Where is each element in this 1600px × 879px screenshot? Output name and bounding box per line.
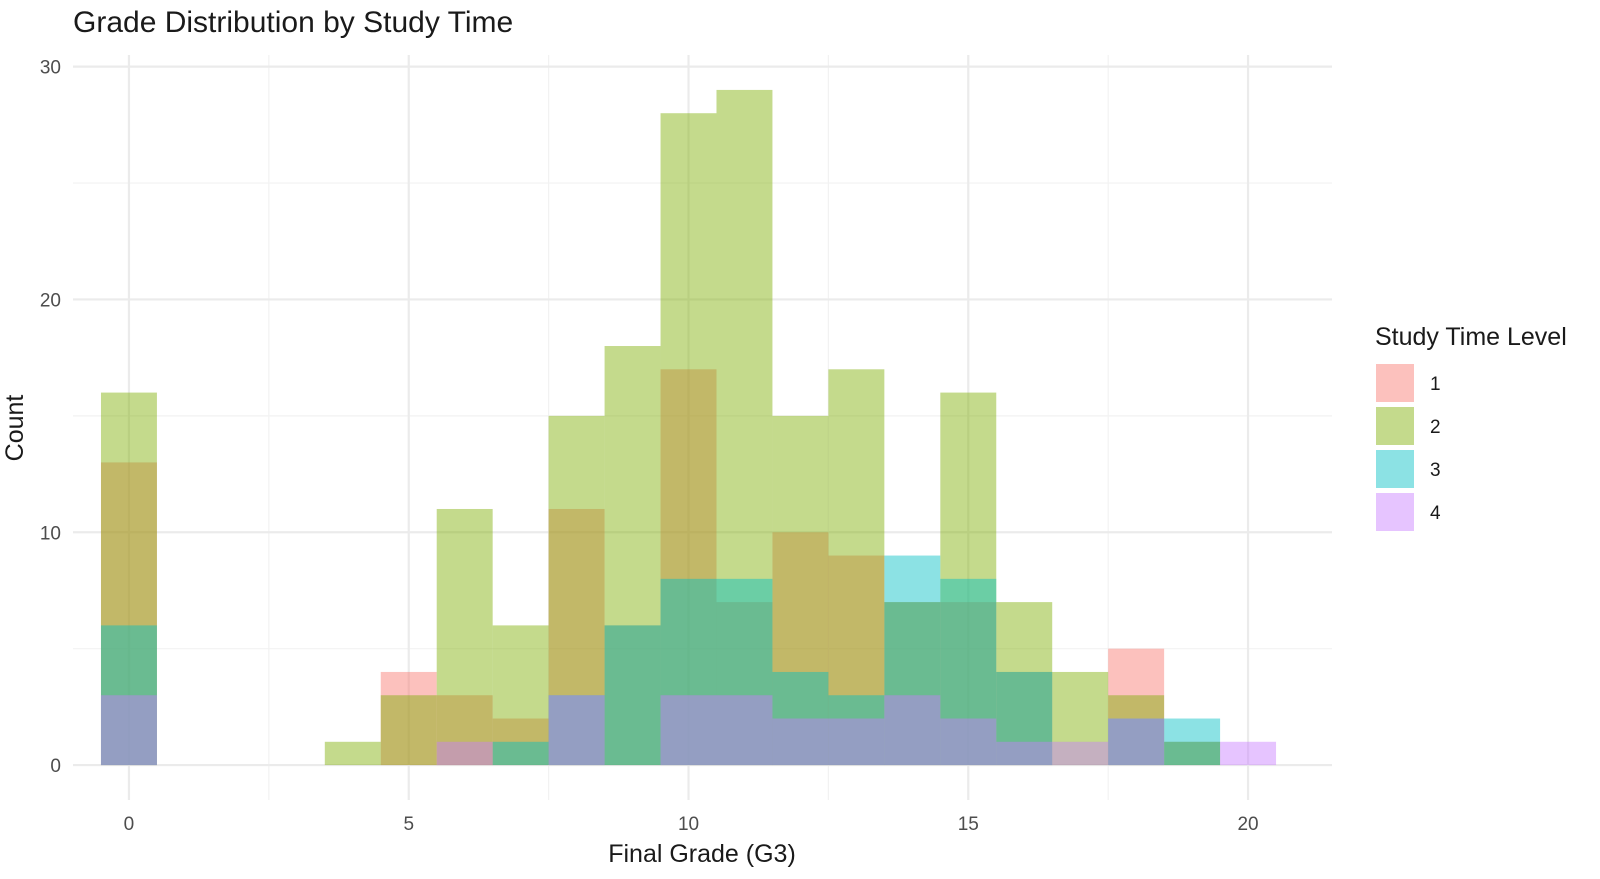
bar-series-3-bin-10 — [660, 578, 717, 766]
y-axis-ticks: 0 10 20 30 — [40, 58, 61, 777]
bar-series-1-bin-16 — [996, 671, 1053, 766]
legend-label: 2 — [1430, 417, 1441, 438]
bar-series-3-bin-19 — [1164, 718, 1221, 766]
x-tick-label: 20 — [1237, 814, 1258, 835]
bar-series-2-bin-10 — [660, 113, 717, 766]
legend-key-background — [1375, 449, 1415, 489]
y-tick-label: 10 — [40, 523, 61, 544]
bar-series-1-bin-10 — [660, 369, 717, 766]
bar-series-1-bin-19 — [1164, 741, 1221, 766]
bar-series-2-bin-5 — [380, 695, 437, 766]
legend-key-swatch — [1376, 364, 1414, 402]
bar-series-3-bin-9 — [604, 625, 661, 766]
bar-series-3-bin-13 — [828, 695, 885, 766]
x-axis-title: Final Grade (G3) — [608, 840, 796, 868]
bar-series-3-bin-0 — [100, 625, 157, 766]
bar-series-3-bin-14 — [884, 555, 941, 766]
legend-key-background — [1375, 363, 1415, 403]
grid — [73, 55, 1332, 800]
legend-key-background — [1375, 492, 1415, 532]
bar-series-1-bin-12 — [772, 532, 829, 766]
legend: Study Time Level 1 2 3 4 — [1375, 323, 1567, 532]
bar-series-1-bin-13 — [828, 555, 885, 766]
legend-key-swatch — [1376, 450, 1414, 488]
bar-series-1-bin-11 — [716, 602, 773, 766]
bar-series-4-bin-8 — [548, 695, 605, 766]
bar-series-4-bin-10 — [660, 695, 717, 766]
series-4 — [100, 695, 1277, 766]
histogram-bars — [100, 89, 1277, 766]
legend-item-3: 3 — [1375, 449, 1441, 489]
legend-label: 1 — [1430, 374, 1441, 395]
bar-series-2-bin-14 — [884, 602, 941, 766]
bar-series-1-bin-14 — [884, 602, 941, 766]
bar-series-2-bin-7 — [492, 625, 549, 766]
x-tick-label: 15 — [958, 814, 979, 835]
bar-series-4-bin-17 — [1052, 741, 1109, 766]
y-axis-title: Count — [1, 395, 29, 462]
bar-series-2-bin-4 — [324, 741, 381, 766]
bar-series-4-bin-11 — [716, 695, 773, 766]
bar-series-1-bin-9 — [604, 625, 661, 766]
legend-item-1: 1 — [1375, 363, 1441, 403]
bar-series-3-bin-16 — [996, 671, 1053, 766]
bar-series-2-bin-6 — [436, 508, 493, 766]
bar-series-1-bin-7 — [492, 718, 549, 766]
y-tick-label: 20 — [40, 290, 61, 311]
bar-series-2-bin-8 — [548, 415, 605, 766]
bar-series-4-bin-14 — [884, 695, 941, 766]
bar-series-2-bin-17 — [1052, 671, 1109, 766]
bar-series-1-bin-0 — [100, 462, 157, 766]
bar-series-2-bin-18 — [1108, 695, 1165, 766]
bar-series-4-bin-6 — [436, 741, 493, 766]
bar-series-2-bin-16 — [996, 602, 1053, 766]
bar-series-2-bin-19 — [1164, 741, 1221, 766]
x-axis-ticks: 0 5 10 15 20 — [124, 814, 1259, 835]
bar-series-2-bin-12 — [772, 415, 829, 766]
x-tick-label: 10 — [678, 814, 699, 835]
bar-series-1-bin-15 — [940, 602, 997, 766]
y-tick-label: 0 — [50, 756, 61, 777]
bar-series-4-bin-13 — [828, 718, 885, 766]
bar-series-2-bin-13 — [828, 369, 885, 766]
legend-item-4: 4 — [1375, 492, 1441, 532]
y-tick-label: 30 — [40, 58, 61, 79]
bar-series-4-bin-12 — [772, 718, 829, 766]
legend-key-swatch — [1376, 493, 1414, 531]
bar-series-4-bin-16 — [996, 741, 1053, 766]
bar-series-3-bin-18 — [1108, 718, 1165, 766]
bar-series-1-bin-18 — [1108, 648, 1165, 766]
bar-series-2-bin-11 — [716, 89, 773, 766]
series-1 — [100, 369, 1221, 766]
bar-series-2-bin-15 — [940, 392, 997, 766]
legend-key-swatch — [1376, 407, 1414, 445]
legend-label: 4 — [1430, 503, 1441, 524]
bar-series-1-bin-8 — [548, 508, 605, 766]
bar-series-3-bin-15 — [940, 578, 997, 766]
bar-series-3-bin-7 — [492, 741, 549, 766]
legend-key-background — [1375, 406, 1415, 446]
bar-series-1-bin-6 — [436, 695, 493, 766]
bar-series-4-bin-15 — [940, 718, 997, 766]
series-2 — [100, 89, 1221, 766]
series-3 — [100, 555, 1221, 766]
bar-series-2-bin-0 — [100, 392, 157, 766]
bar-series-3-bin-12 — [772, 671, 829, 766]
bar-series-4-bin-20 — [1220, 741, 1277, 766]
legend-item-2: 2 — [1375, 406, 1441, 446]
legend-title: Study Time Level — [1375, 323, 1567, 351]
x-tick-label: 0 — [124, 814, 135, 835]
bar-series-2-bin-9 — [604, 346, 661, 766]
bar-series-3-bin-8 — [548, 695, 605, 766]
x-tick-label: 5 — [403, 814, 414, 835]
bar-series-1-bin-5 — [380, 671, 437, 766]
bar-series-4-bin-0 — [100, 695, 157, 766]
bar-series-3-bin-11 — [716, 578, 773, 766]
legend-label: 3 — [1430, 460, 1441, 481]
bar-series-4-bin-18 — [1108, 718, 1165, 766]
chart-title: Grade Distribution by Study Time — [73, 6, 513, 39]
